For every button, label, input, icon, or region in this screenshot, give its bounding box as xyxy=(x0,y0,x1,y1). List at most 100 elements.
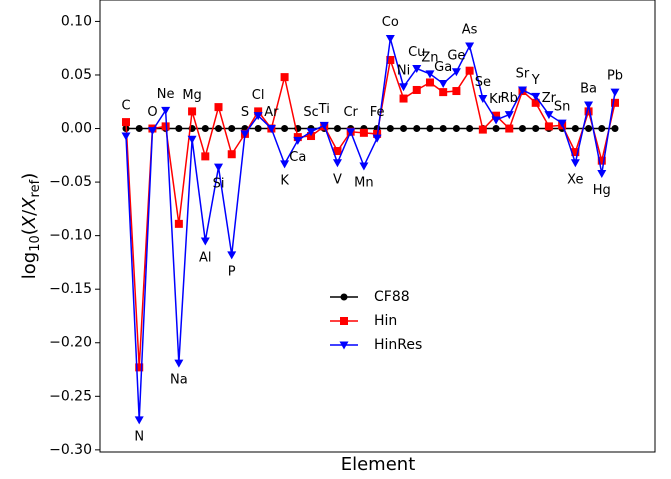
element-label: Se xyxy=(475,75,491,90)
marker xyxy=(584,101,594,110)
element-label: Ni xyxy=(397,63,410,78)
marker xyxy=(438,80,448,89)
y-tick-label: 0.05 xyxy=(61,67,92,83)
marker xyxy=(187,135,197,144)
element-label: Ar xyxy=(264,105,279,120)
marker xyxy=(340,317,348,325)
marker xyxy=(227,251,237,260)
marker xyxy=(465,66,474,75)
marker xyxy=(254,125,262,133)
marker xyxy=(505,124,514,133)
element-label: Ca xyxy=(289,150,306,165)
marker xyxy=(531,98,540,107)
marker xyxy=(215,125,223,133)
y-tick-label: −0.05 xyxy=(49,174,92,190)
element-label: Fe xyxy=(370,105,385,120)
element-label: N xyxy=(134,429,144,444)
y-label-part: / xyxy=(19,209,40,216)
marker xyxy=(161,122,170,131)
marker xyxy=(201,152,210,161)
marker xyxy=(532,125,540,133)
element-label: K xyxy=(280,173,289,188)
marker xyxy=(517,86,527,95)
element-label: Mg xyxy=(182,88,201,103)
marker xyxy=(544,122,553,131)
marker xyxy=(333,125,341,133)
marker xyxy=(227,150,236,159)
element-label: Y xyxy=(531,73,540,88)
legend-label: CF88 xyxy=(374,289,410,305)
marker xyxy=(293,136,303,145)
element-label: Sc xyxy=(303,105,318,120)
marker xyxy=(306,128,316,137)
marker xyxy=(200,237,210,246)
marker xyxy=(597,170,607,179)
element-label: Sr xyxy=(516,66,530,81)
marker xyxy=(491,116,501,125)
marker xyxy=(492,125,500,133)
element-label: Rb xyxy=(501,91,518,106)
y-label-part: ) xyxy=(19,173,40,180)
marker xyxy=(399,83,409,92)
x-axis-label: Element xyxy=(341,454,416,475)
element-label: As xyxy=(462,23,478,38)
y-tick-label: −0.10 xyxy=(49,228,92,244)
marker xyxy=(478,95,488,104)
marker xyxy=(611,98,619,107)
marker xyxy=(121,132,131,141)
marker xyxy=(492,111,501,120)
element-label: S xyxy=(241,105,249,120)
marker xyxy=(266,125,276,134)
y-label-part: ref xyxy=(28,179,43,197)
marker xyxy=(228,125,236,133)
marker xyxy=(174,219,183,228)
element-label: Mn xyxy=(354,176,373,191)
marker xyxy=(254,107,263,116)
y-label-part: log xyxy=(19,252,40,279)
marker xyxy=(400,125,408,133)
legend-label: Hin xyxy=(374,313,397,329)
y-label-part: 10 xyxy=(28,235,43,252)
marker xyxy=(339,341,349,350)
element-label: C xyxy=(121,99,130,114)
marker xyxy=(359,128,368,137)
marker xyxy=(240,130,250,139)
marker xyxy=(134,416,144,425)
y-tick-label: −0.30 xyxy=(49,442,92,458)
element-label: Ba xyxy=(580,81,597,96)
marker xyxy=(531,92,541,101)
y-label-part: X xyxy=(19,215,40,229)
marker xyxy=(281,125,289,133)
marker xyxy=(584,107,593,116)
marker xyxy=(253,112,263,121)
marker xyxy=(504,111,514,120)
marker xyxy=(426,125,434,133)
marker xyxy=(466,125,474,133)
marker xyxy=(413,125,421,133)
element-label: Hg xyxy=(593,183,611,198)
marker xyxy=(175,125,183,133)
element-label: O xyxy=(147,105,157,120)
element-label: Kr xyxy=(489,92,504,107)
element-label: Cl xyxy=(252,88,265,103)
y-tick-label: −0.20 xyxy=(49,335,92,351)
marker xyxy=(412,85,421,94)
marker xyxy=(571,125,579,133)
marker xyxy=(214,103,223,112)
y-tick-label: 0.00 xyxy=(61,121,92,137)
element-label: Si xyxy=(213,177,225,192)
marker xyxy=(280,73,289,82)
marker xyxy=(571,148,580,157)
marker xyxy=(610,88,620,97)
legend-label: HinRes xyxy=(374,337,422,353)
marker xyxy=(147,127,157,136)
marker xyxy=(122,118,130,127)
marker xyxy=(346,128,356,137)
element-label: Ga xyxy=(434,60,452,75)
marker xyxy=(135,363,144,372)
y-tick-label: −0.25 xyxy=(49,388,92,404)
y-tick-label: 0.10 xyxy=(61,13,92,29)
element-label: P xyxy=(228,264,236,279)
marker xyxy=(174,359,184,368)
